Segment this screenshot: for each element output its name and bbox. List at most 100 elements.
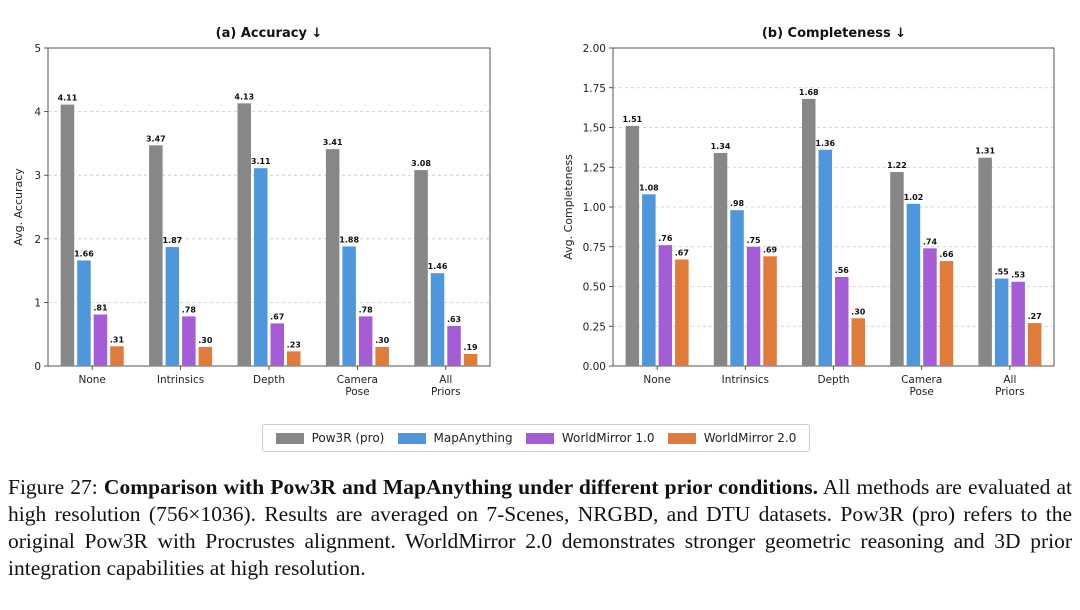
accuracy-bar-worldmirror2 [198,346,213,366]
accuracy-bar-worldmirror1 [447,325,461,366]
completeness-bar-mapanything [906,203,921,366]
completeness-bar-pow3r [978,157,992,366]
accuracy-ytick-label: 4 [34,107,41,119]
completeness-ylabel: Avg. Completeness [562,154,575,260]
completeness-data-label: 1.51 [622,115,642,124]
completeness-data-label: .53 [1011,271,1025,280]
completeness-data-label: 1.31 [975,147,995,156]
accuracy-bar-worldmirror1 [182,316,196,366]
completeness-bar-worldmirror1 [1011,281,1025,366]
completeness-bar-pow3r [713,152,728,366]
completeness-bar-pow3r [890,172,904,366]
accuracy-bar-worldmirror1 [358,316,373,366]
accuracy-bar-mapanything [430,273,445,366]
accuracy-xtick-label: Camera [337,374,378,386]
legend-swatch-worldmirror2 [667,432,696,444]
completeness-title: (b) Completeness ↓ [762,26,906,41]
accuracy-data-label: 3.08 [411,159,431,168]
accuracy-title: (a) Accuracy ↓ [216,26,323,41]
completeness-xtick-label: Depth [818,374,850,386]
completeness-xtick-label: Camera [901,374,942,386]
completeness-data-label: 1.36 [815,139,835,148]
accuracy-ylabel: Avg. Accuracy [12,168,25,246]
accuracy-data-label: 3.41 [323,138,343,147]
accuracy-data-label: .30 [198,336,213,345]
caption-text: All methods are evaluated at high resolu… [8,475,1072,580]
completeness-bar-mapanything [730,210,744,366]
legend-label-worldmirror2: WorldMirror 2.0 [703,431,797,445]
accuracy-bar-mapanything [77,260,91,366]
accuracy-ytick-label: 3 [34,170,41,182]
accuracy-data-label: 1.87 [162,236,182,245]
completeness-bar-worldmirror1 [835,276,849,366]
completeness-ytick-label: 1.50 [583,123,606,135]
accuracy-xtick-label: None [78,374,105,386]
completeness-data-label: .67 [675,248,689,257]
accuracy-bar-pow3r [149,145,163,366]
accuracy-bar-pow3r [414,170,428,366]
completeness-xtick-label: All [1003,374,1016,386]
accuracy-data-label: .19 [463,343,478,352]
accuracy-bar-mapanything [254,168,268,366]
legend-label-mapanything: MapAnything [433,431,513,445]
completeness-bar-worldmirror1 [746,246,761,366]
completeness-data-label: 1.02 [904,193,924,202]
accuracy-data-label: 4.11 [58,94,78,103]
accuracy-ytick-label: 0 [34,361,41,373]
accuracy-ytick-label: 2 [34,234,41,246]
accuracy-data-label: 1.66 [74,249,94,258]
completeness-ytick-label: 0.00 [583,361,606,373]
accuracy-data-label: .23 [287,340,301,349]
accuracy-data-label: .81 [93,303,108,312]
charts-canvas: (a) Accuracy ↓ 0 1 2 3 4 5 Avg. Accuracy None 4.1… [12,26,1055,398]
accuracy-data-label: 1.46 [428,262,448,271]
completeness-data-label: .66 [939,250,954,259]
figure-caption: Figure 27: Comparison with Pow3R and Map… [8,474,1072,582]
completeness-ytick-label: 1.00 [583,202,606,214]
completeness-bar-worldmirror2 [851,318,865,366]
legend-item-worldmirror2: WorldMirror 2.0 [667,431,797,445]
completeness-bar-mapanything [994,278,1009,366]
completeness-data-label: 1.22 [887,161,907,170]
legend-swatch-pow3r [275,432,304,444]
accuracy-data-label: .67 [270,312,284,321]
legend-label-pow3r: Pow3R (pro) [311,431,385,445]
accuracy-xtick-label: Depth [253,374,285,386]
completeness-ytick-label: 1.25 [583,162,606,174]
accuracy-bar-worldmirror2 [375,346,389,366]
chart-legend: Pow3R (pro) MapAnything WorldMirror 1.0 … [262,424,810,452]
completeness-data-label: .56 [835,266,850,275]
caption-label: Figure 27: [8,475,98,499]
caption-bold: Comparison with Pow3R and MapAnything un… [103,475,818,499]
accuracy-bar-pow3r [325,149,340,366]
completeness-data-label: .69 [763,245,778,254]
accuracy-chart: (a) Accuracy ↓ 0 1 2 3 4 5 Avg. Accuracy None 4.1… [12,26,491,398]
completeness-xtick-label: Pose [910,386,934,398]
legend-item-pow3r: Pow3R (pro) [275,431,385,445]
completeness-xtick-label: None [643,374,670,386]
completeness-bar-worldmirror2 [1027,323,1042,366]
legend-label-worldmirror1: WorldMirror 1.0 [561,431,655,445]
legend-swatch-worldmirror1 [525,432,554,444]
accuracy-bar-mapanything [342,246,356,366]
completeness-bar-pow3r [802,98,816,366]
completeness-xtick-label: Priors [995,386,1025,398]
completeness-bar-worldmirror2 [763,256,777,366]
completeness-ytick-label: 2.00 [583,43,606,55]
completeness-bar-worldmirror2 [675,259,689,366]
accuracy-xtick-label: Priors [431,386,461,398]
accuracy-ytick-label: 1 [34,297,41,309]
accuracy-data-label: .63 [447,315,461,324]
accuracy-data-label: .30 [375,336,390,345]
accuracy-bar-worldmirror2 [463,353,478,366]
accuracy-data-label: .78 [359,305,374,314]
accuracy-xtick-label: Pose [345,386,369,398]
accuracy-data-label: 3.11 [251,157,271,166]
completeness-bar-mapanything [818,149,832,366]
accuracy-bar-worldmirror1 [93,314,108,366]
accuracy-data-label: .78 [182,305,197,314]
completeness-data-label: .30 [851,307,866,316]
completeness-ytick-label: 0.75 [583,242,606,254]
completeness-data-label: 1.68 [799,88,819,97]
completeness-bar-mapanything [642,194,656,366]
